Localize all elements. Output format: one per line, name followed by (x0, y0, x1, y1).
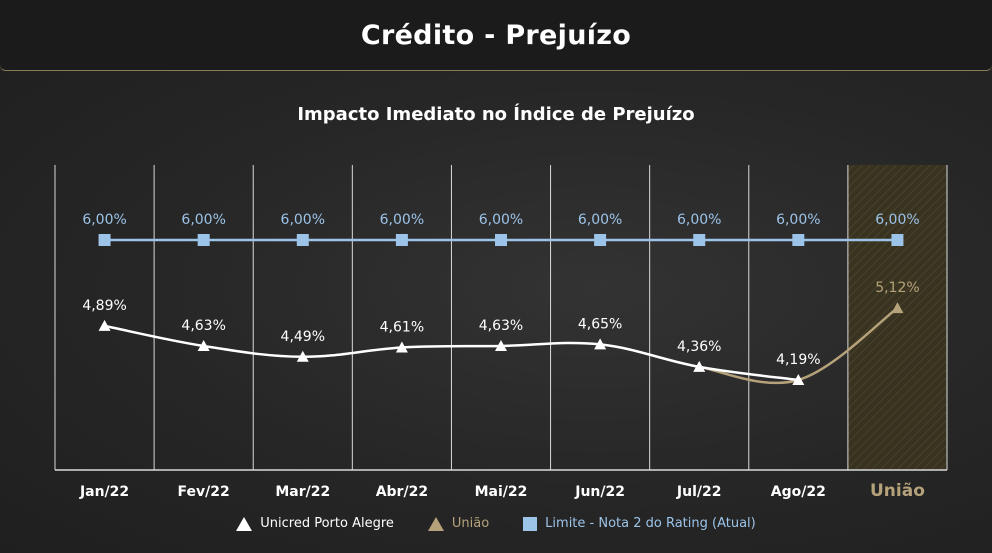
limite-point (693, 234, 706, 246)
unicred-point (197, 339, 210, 351)
square-icon (523, 516, 538, 531)
limite-data-label: 6,00% (479, 212, 523, 228)
limite-data-label: 6,00% (875, 212, 919, 228)
legend-item-unicred[interactable]: Unicred Porto Alegre (236, 516, 394, 531)
legend-label-uniao: União (451, 516, 490, 531)
limite-point (395, 234, 408, 246)
unicred-data-label: 4,49% (281, 329, 325, 345)
x-tick-label: Ago/22 (771, 484, 826, 500)
limite-data-label: 6,00% (677, 212, 721, 228)
unicred-point (693, 360, 706, 372)
unicred-data-label: 4,19% (776, 352, 820, 368)
legend-item-limite[interactable]: Limite - Nota 2 do Rating (Atual) (523, 516, 756, 531)
page-title: Crédito - Prejuízo (360, 19, 632, 51)
unicred-point (495, 339, 507, 351)
limite-point (594, 234, 607, 246)
limite-point (296, 234, 309, 246)
limite-point (98, 234, 111, 246)
highlight-column (847, 165, 947, 470)
legend-item-uniao[interactable]: União (427, 516, 490, 531)
x-tick-label: Mar/22 (275, 484, 330, 500)
unicred-series-line (104, 324, 799, 382)
limite-data-label: 6,00% (776, 212, 820, 228)
unicred-data-label: 4,63% (479, 318, 523, 334)
x-tick-label: União (870, 481, 925, 501)
limite-data-label: 6,00% (380, 212, 424, 228)
unicred-point (296, 350, 309, 362)
unicred-point (792, 374, 805, 385)
chart-legend: Unicred Porto Alegre União Limite - Nota… (0, 516, 992, 531)
limite-point (792, 234, 805, 246)
legend-label-unicred: Unicred Porto Alegre (260, 516, 394, 531)
limite-data-label: 6,00% (281, 212, 325, 228)
triangle-icon (236, 516, 253, 531)
x-tick-label: Jan/22 (79, 484, 129, 500)
x-tick-label: Fev/22 (178, 484, 230, 500)
limite-point (891, 234, 904, 246)
unicred-point (594, 338, 607, 350)
triangle-icon (427, 516, 444, 531)
unicred-data-label: 4,61% (380, 320, 424, 336)
limite-data-label: 6,00% (82, 212, 126, 228)
unicred-data-label: 4,63% (181, 318, 225, 334)
x-tick-label: Jul/22 (676, 484, 722, 500)
limite-data-label: 6,00% (181, 212, 225, 228)
legend-label-limite: Limite - Nota 2 do Rating (Atual) (545, 516, 756, 531)
limite-point (197, 234, 210, 246)
x-tick-label: Abr/22 (376, 484, 428, 500)
unicred-data-label: 4,36% (677, 339, 721, 355)
chart-title: Impacto Imediato no Índice de Prejuízo (297, 104, 695, 125)
unicred-point (395, 341, 408, 353)
chart-background (0, 71, 992, 553)
x-tick-label: Jun/22 (574, 484, 625, 500)
uniao-point (891, 302, 904, 314)
unicred-data-label: 4,65% (578, 316, 622, 332)
limite-data-label: 6,00% (578, 212, 622, 228)
unicred-data-label: 4,89% (82, 298, 126, 314)
limite-point (495, 234, 507, 246)
unicred-point (98, 319, 111, 331)
uniao-data-label: 5,12% (875, 280, 919, 296)
x-tick-label: Mai/22 (475, 484, 528, 500)
page-header: Crédito - Prejuízo (0, 0, 992, 71)
